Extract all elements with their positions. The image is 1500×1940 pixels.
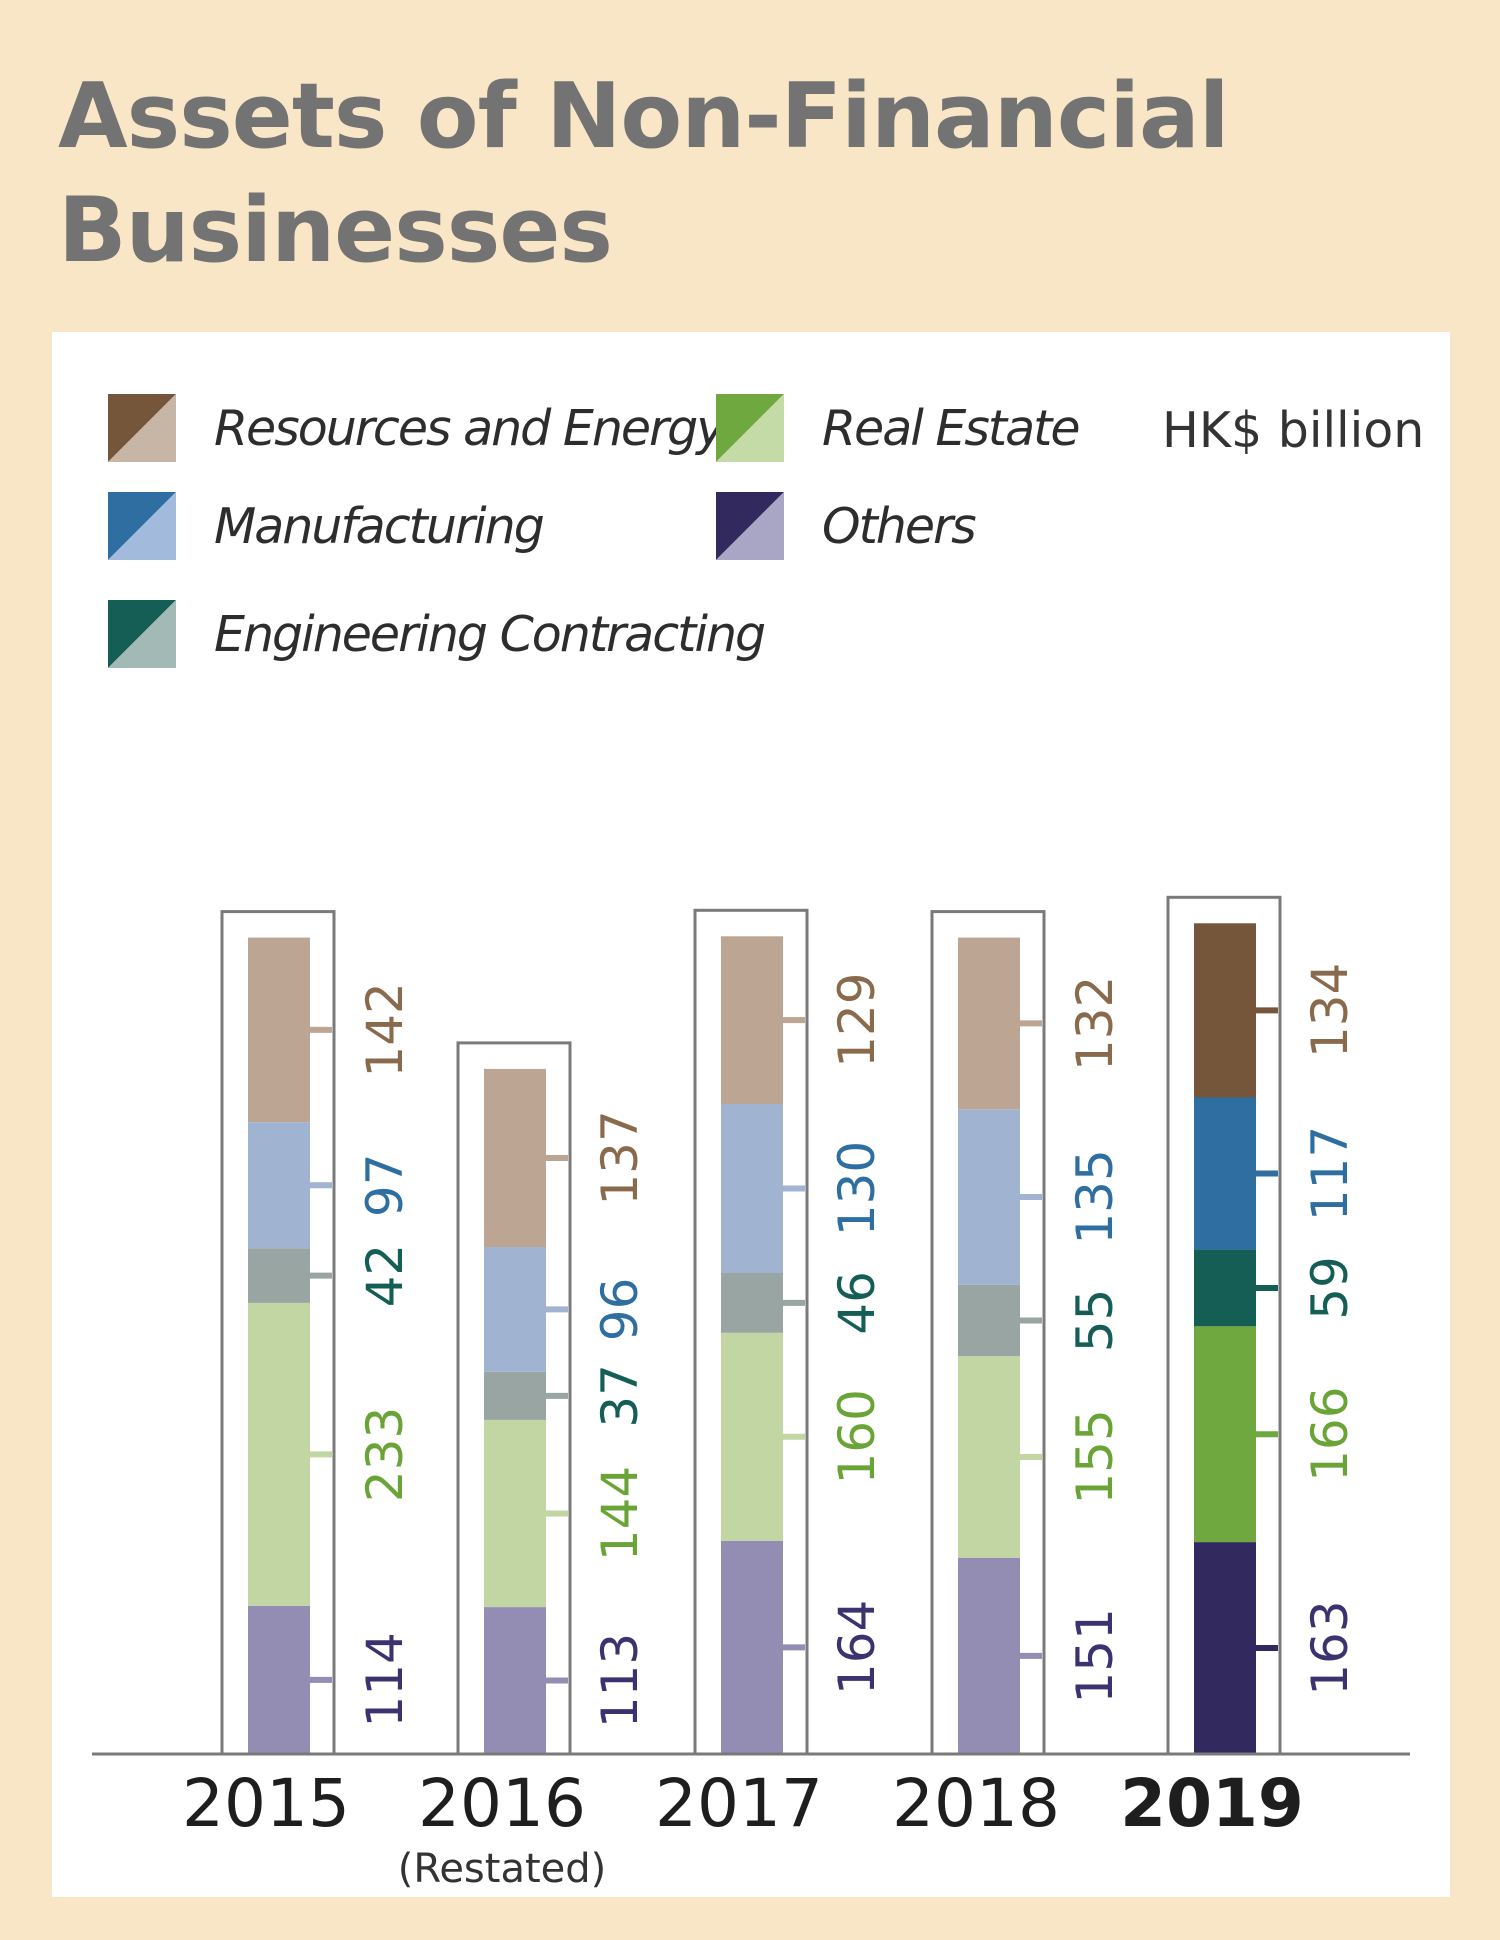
- swatch-light: [716, 394, 784, 462]
- bar-segment-resources-and-energy-2015: [248, 937, 310, 1123]
- bar-segment-others-2019: [1194, 1542, 1256, 1754]
- data-label-others-2015: 114: [356, 1632, 414, 1727]
- data-label-manufacturing-2015: 97: [356, 1153, 414, 1217]
- data-label-resources-and-energy-2015: 142: [356, 982, 414, 1077]
- x-tick-label-2017: 2017: [655, 1765, 823, 1842]
- legend-swatch-manufacturing: [108, 492, 176, 560]
- bar-segment-real-estate-2019: [1194, 1326, 1256, 1543]
- data-label-real-estate-2015: 233: [356, 1407, 414, 1502]
- bar-segment-engineering-contracting-2019: [1194, 1249, 1256, 1327]
- data-label-others-2017: 164: [828, 1600, 886, 1695]
- bar-segment-others-2015: [248, 1605, 310, 1754]
- swatch-light: [108, 492, 176, 560]
- x-tick-note-2016: (Restated): [398, 1846, 607, 1892]
- bar-segment-others-2018: [958, 1557, 1020, 1754]
- bar-segment-others-2017: [721, 1540, 783, 1754]
- data-label-resources-and-energy-2019: 134: [1301, 963, 1359, 1058]
- data-label-engineering-contracting-2018: 55: [1066, 1289, 1124, 1353]
- data-label-manufacturing-2017: 130: [828, 1141, 886, 1236]
- data-label-manufacturing-2019: 117: [1301, 1126, 1359, 1221]
- data-label-manufacturing-2016: 96: [591, 1278, 649, 1342]
- bar-segment-others-2016: [484, 1607, 546, 1754]
- bar-segment-manufacturing-2019: [1194, 1097, 1256, 1250]
- x-tick-label-2016: 2016: [418, 1765, 586, 1842]
- data-label-real-estate-2016: 144: [591, 1466, 649, 1561]
- data-label-engineering-contracting-2019: 59: [1301, 1256, 1359, 1320]
- data-label-manufacturing-2018: 135: [1066, 1149, 1124, 1244]
- legend-swatch-resources-and-energy: [108, 394, 176, 462]
- bar-segment-real-estate-2017: [721, 1332, 783, 1541]
- bar-segment-engineering-contracting-2015: [248, 1248, 310, 1303]
- legend-label-others: Others: [822, 498, 977, 555]
- data-label-resources-and-energy-2018: 132: [1066, 976, 1124, 1071]
- data-label-real-estate-2017: 160: [828, 1389, 886, 1484]
- bar-segment-real-estate-2015: [248, 1302, 310, 1606]
- x-tick-label-2018: 2018: [892, 1765, 1060, 1842]
- legend-label-manufacturing: Manufacturing: [214, 498, 545, 555]
- data-label-real-estate-2019: 166: [1301, 1386, 1359, 1481]
- bar-segment-resources-and-energy-2019: [1194, 923, 1256, 1098]
- bar-segment-resources-and-energy-2017: [721, 936, 783, 1104]
- unit-label: HK$ billion: [1162, 402, 1425, 459]
- data-label-real-estate-2018: 155: [1066, 1409, 1124, 1504]
- bar-segment-manufacturing-2017: [721, 1104, 783, 1273]
- legend-label-real-estate: Real Estate: [822, 400, 1080, 457]
- bar-segment-manufacturing-2018: [958, 1109, 1020, 1285]
- data-label-others-2016: 113: [591, 1633, 649, 1728]
- legend-label-resources-and-energy: Resources and Energy: [214, 400, 725, 457]
- data-label-engineering-contracting-2015: 42: [356, 1244, 414, 1308]
- bar-segment-engineering-contracting-2017: [721, 1273, 783, 1333]
- bar-segment-real-estate-2018: [958, 1356, 1020, 1558]
- legend-swatch-engineering-contracting: [108, 600, 176, 668]
- data-label-engineering-contracting-2017: 46: [828, 1271, 886, 1335]
- data-label-resources-and-energy-2017: 129: [828, 972, 886, 1067]
- x-tick-label-2015: 2015: [182, 1765, 350, 1842]
- swatch-light: [108, 394, 176, 462]
- x-tick-label-2019: 2019: [1120, 1765, 1304, 1842]
- bar-segment-resources-and-energy-2016: [484, 1068, 546, 1247]
- bar-segment-manufacturing-2016: [484, 1247, 546, 1372]
- bar-segment-resources-and-energy-2018: [958, 937, 1020, 1110]
- data-label-others-2019: 163: [1301, 1600, 1359, 1695]
- swatch-light: [108, 600, 176, 668]
- data-label-engineering-contracting-2016: 37: [591, 1364, 649, 1428]
- data-label-others-2018: 151: [1066, 1608, 1124, 1703]
- chart-title: Assets of Non-Financial Businesses: [58, 64, 1230, 283]
- swatch-light: [716, 492, 784, 560]
- bar-segment-engineering-contracting-2016: [484, 1371, 546, 1420]
- bar-segment-manufacturing-2015: [248, 1122, 310, 1249]
- legend-label-engineering-contracting: Engineering Contracting: [214, 606, 766, 663]
- legend-swatch-real-estate: [716, 394, 784, 462]
- data-label-resources-and-energy-2016: 137: [591, 1110, 649, 1205]
- bar-segment-real-estate-2016: [484, 1419, 546, 1608]
- bar-segment-engineering-contracting-2018: [958, 1284, 1020, 1357]
- legend-swatch-others: [716, 492, 784, 560]
